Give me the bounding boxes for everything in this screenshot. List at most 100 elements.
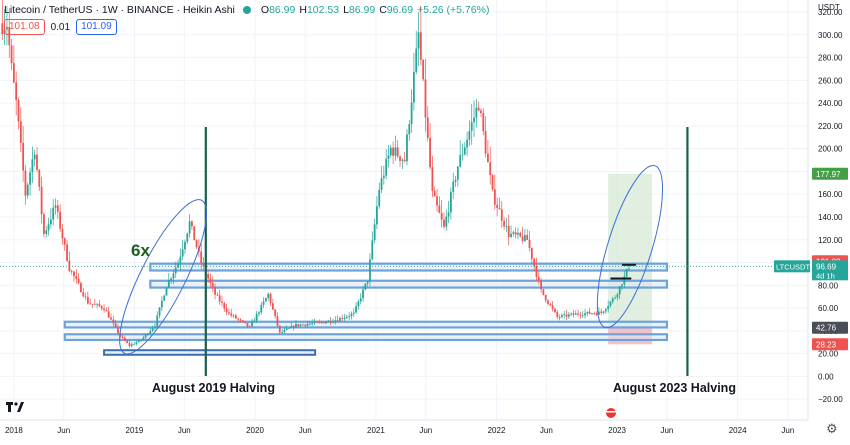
candle-body xyxy=(496,204,499,208)
candle-body xyxy=(355,306,358,313)
sell-button[interactable]: 101.08 xyxy=(4,19,45,35)
candle-body xyxy=(98,303,101,307)
candle-body xyxy=(269,293,272,304)
candle-body xyxy=(283,329,286,332)
symbol-tag: LTCUSDT xyxy=(776,262,810,271)
candle-body xyxy=(417,32,420,49)
candle-body xyxy=(517,232,519,235)
y-tick-label: 160.00 xyxy=(818,190,843,199)
candle-body xyxy=(475,107,478,118)
candle-body xyxy=(91,303,94,305)
candle-body xyxy=(160,300,163,308)
order-buttons: 101.08 0.01 101.09 xyxy=(4,19,117,35)
y-tick-label: 0.00 xyxy=(818,372,834,381)
symbol-title[interactable]: Litecoin / TetherUS · 1W · BINANCE · Hei… xyxy=(4,4,235,16)
candle-body xyxy=(461,154,464,156)
candle-body xyxy=(329,320,332,323)
buy-button[interactable]: 101.09 xyxy=(76,19,117,35)
open-label: O xyxy=(260,4,270,16)
target-zone xyxy=(608,173,653,328)
candle-body xyxy=(89,303,92,305)
drawing-layer xyxy=(0,127,774,376)
candle-body xyxy=(200,251,203,263)
stop-price-label-bg xyxy=(812,338,848,351)
candle-body xyxy=(593,313,596,315)
candle-body xyxy=(454,179,457,182)
y-tick-label: 60.00 xyxy=(818,304,839,313)
tradingview-logo-icon[interactable] xyxy=(6,402,24,417)
candle-body xyxy=(167,280,170,288)
low-label: L xyxy=(343,4,349,16)
candle-body xyxy=(431,167,434,191)
candle-body xyxy=(59,211,62,229)
candle-body xyxy=(611,298,614,302)
candle-body xyxy=(604,309,607,312)
candle-body xyxy=(147,333,149,335)
candle-body xyxy=(526,234,529,240)
candle-body xyxy=(445,216,448,227)
change-value: +5.26 (+5.76%) xyxy=(417,4,490,16)
candle-body xyxy=(70,270,73,272)
y-tick-label: 260.00 xyxy=(818,76,843,85)
candle-body xyxy=(334,320,337,322)
entry-price-label-bg xyxy=(812,321,848,334)
candle-body xyxy=(126,340,129,343)
candle-body xyxy=(54,205,57,208)
candle-body xyxy=(503,220,505,227)
candle-body xyxy=(332,321,334,323)
candle-body xyxy=(163,295,166,301)
support-resistance-zone xyxy=(149,279,669,289)
candle-body xyxy=(56,205,59,212)
candle-body xyxy=(491,175,494,190)
candle-body xyxy=(297,324,300,326)
candle-body xyxy=(544,294,547,301)
candle-body xyxy=(66,244,68,261)
candle-body xyxy=(438,205,441,213)
candle-body xyxy=(267,293,270,299)
candle-body xyxy=(426,117,429,138)
close-value: 96.69 xyxy=(386,4,414,16)
countdown-label: 4d 1h xyxy=(816,271,835,280)
x-tick-layer: 2018 Jun 2019 Jun 2020 Jun 2021 Jun 2022 Jun 2023 J… xyxy=(5,426,794,435)
candle-body xyxy=(149,330,152,334)
settings-gear-icon[interactable]: ⚙ xyxy=(826,421,838,436)
candle-body xyxy=(86,296,89,304)
candle-body xyxy=(315,321,318,323)
candle-body xyxy=(570,313,573,315)
candle-body xyxy=(440,212,443,220)
candle-body xyxy=(140,340,142,341)
candle-body xyxy=(357,301,360,307)
candle-body xyxy=(33,154,36,160)
last-price-bg xyxy=(812,260,848,281)
candle-body xyxy=(117,327,119,334)
candle-body xyxy=(158,307,161,316)
candle-body xyxy=(387,155,390,160)
candle-body xyxy=(228,312,230,314)
candle-body xyxy=(130,344,133,347)
candle-body xyxy=(595,313,598,315)
candle-body xyxy=(179,256,182,264)
candle-body xyxy=(623,276,626,285)
candle-body xyxy=(10,45,13,64)
x-tick-label: Jun xyxy=(178,426,191,435)
candle-body xyxy=(105,309,108,312)
candle-body xyxy=(258,312,260,314)
candle-body xyxy=(396,147,399,157)
event-flag-icon[interactable] xyxy=(606,408,616,418)
candle-body xyxy=(302,324,304,326)
candle-body xyxy=(413,71,415,103)
candle-body xyxy=(223,303,226,309)
candle-body xyxy=(493,189,496,205)
candle-body xyxy=(327,320,330,323)
candle-body xyxy=(602,311,605,313)
stop-price-label: 28.23 xyxy=(816,340,837,349)
candle-body xyxy=(505,225,508,227)
candle-body xyxy=(348,316,351,318)
candle-body xyxy=(540,280,542,290)
candle-body xyxy=(450,191,452,213)
y-tick-label: 240.00 xyxy=(818,99,843,108)
candle-body xyxy=(128,342,131,347)
market-status-icon xyxy=(242,6,251,14)
